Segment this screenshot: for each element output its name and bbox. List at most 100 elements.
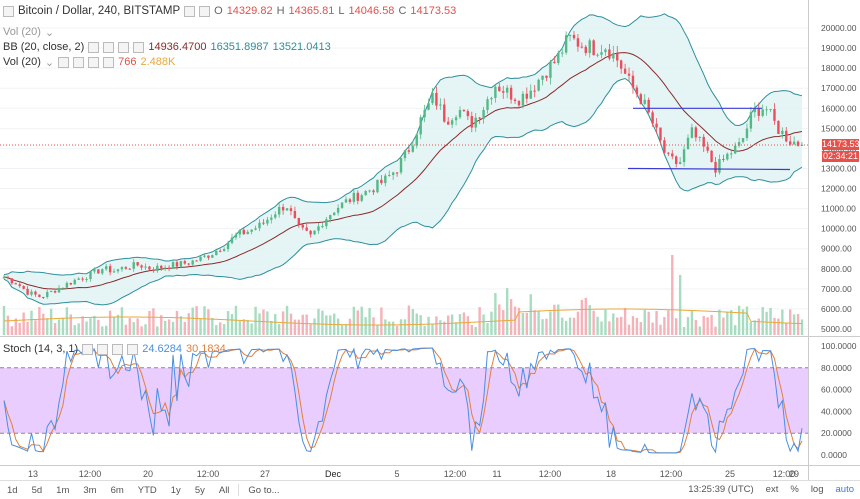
- volume-bar: [734, 325, 736, 335]
- hide-icon[interactable]: [199, 6, 210, 17]
- log-toggle[interactable]: log: [805, 484, 830, 495]
- volume-bar: [400, 319, 402, 335]
- volume-bar: [85, 321, 87, 335]
- range-1d[interactable]: 1d: [0, 485, 25, 496]
- candle-body: [581, 47, 583, 48]
- utc-clock[interactable]: 13:25:39 (UTC): [682, 484, 759, 495]
- volume-bar: [671, 255, 673, 335]
- candle-body: [746, 129, 748, 138]
- stoch-tick-label: 80.0000: [821, 363, 852, 373]
- vol-label[interactable]: Vol (20): [3, 56, 41, 68]
- close-icon[interactable]: [112, 344, 123, 355]
- candle-body: [482, 110, 484, 119]
- close-value: 14173.53: [410, 5, 456, 17]
- more-icon[interactable]: [133, 42, 144, 53]
- candle-body: [608, 49, 610, 58]
- percent-toggle[interactable]: %: [784, 484, 804, 495]
- candle-body: [317, 226, 319, 230]
- volume-bar: [243, 319, 245, 335]
- price-tick-label: 10000.00: [821, 224, 857, 234]
- candle-body: [589, 40, 591, 53]
- time-tick-label: 27: [260, 469, 270, 479]
- volume-bar: [616, 318, 618, 335]
- candle-body: [498, 87, 500, 91]
- candle-body: [19, 284, 21, 286]
- volume-bar: [58, 319, 60, 335]
- volume-bar: [569, 318, 571, 335]
- settings-icon[interactable]: [97, 344, 108, 355]
- candle-body: [592, 40, 594, 55]
- ext-toggle[interactable]: ext: [760, 484, 785, 495]
- volume-bar: [482, 315, 484, 335]
- countdown-tag: 02:34:21: [822, 151, 859, 162]
- price-tick-label: 13000.00: [821, 163, 857, 173]
- collapse-icon[interactable]: [3, 6, 14, 17]
- range-6m[interactable]: 6m: [104, 485, 131, 496]
- chevron-down-icon[interactable]: ⌄: [45, 56, 54, 69]
- candle-body: [585, 47, 587, 53]
- volume-bar: [628, 325, 630, 335]
- chevron-down-icon[interactable]: ⌄: [45, 26, 54, 39]
- range-1y[interactable]: 1y: [164, 485, 188, 496]
- range-ytd[interactable]: YTD: [131, 485, 164, 496]
- candle-body: [683, 149, 685, 162]
- candle-body: [207, 256, 209, 258]
- candle-body: [541, 76, 543, 80]
- goto-button[interactable]: Go to...: [241, 485, 286, 496]
- volume-bar: [113, 317, 115, 335]
- candle-body: [651, 112, 653, 123]
- eye-icon[interactable]: [88, 42, 99, 53]
- range-5y[interactable]: 5y: [188, 485, 212, 496]
- candle-body: [695, 127, 697, 137]
- settings-icon[interactable]: [103, 42, 114, 53]
- candle-body: [612, 53, 614, 58]
- eye-icon[interactable]: [82, 344, 93, 355]
- volume-bar: [148, 311, 150, 335]
- settings-icon[interactable]: [73, 57, 84, 68]
- volume-bar: [372, 317, 374, 335]
- candle-body: [105, 266, 107, 269]
- more-icon[interactable]: [127, 344, 138, 355]
- candle-body: [219, 251, 221, 252]
- price-tick-label: 20000.00: [821, 23, 857, 33]
- more-icon[interactable]: [103, 57, 114, 68]
- close-icon[interactable]: [88, 57, 99, 68]
- range-3m[interactable]: 3m: [76, 485, 103, 496]
- candle-body: [160, 266, 162, 268]
- range-all[interactable]: All: [212, 485, 237, 496]
- volume-bar: [451, 314, 453, 335]
- range-1m[interactable]: 1m: [49, 485, 76, 496]
- candle-body: [329, 215, 331, 219]
- volume-bar: [699, 326, 701, 335]
- candle-body: [121, 267, 123, 269]
- close-icon[interactable]: [118, 42, 129, 53]
- volume-bar: [168, 319, 170, 335]
- settings-icon[interactable]: [184, 6, 195, 17]
- auto-toggle[interactable]: auto: [830, 484, 860, 495]
- candle-body: [604, 49, 606, 52]
- volume-bar: [632, 316, 634, 335]
- price-tick-label: 8000.00: [821, 264, 852, 274]
- candle-body: [750, 112, 752, 128]
- eye-icon[interactable]: [58, 57, 69, 68]
- candle-body: [223, 249, 225, 251]
- stoch-label[interactable]: Stoch (14, 3, 1): [3, 343, 78, 355]
- volume-bar: [152, 308, 154, 335]
- candle-body: [337, 208, 339, 213]
- volume-bar: [298, 320, 300, 335]
- candle-body: [455, 117, 457, 120]
- candle-body: [74, 280, 76, 285]
- price-tick-label: 17000.00: [821, 83, 857, 93]
- volume-bar: [463, 312, 465, 335]
- candle-body: [419, 117, 421, 134]
- bb-label[interactable]: BB (20, close, 2): [3, 41, 84, 53]
- candle-body: [679, 162, 681, 164]
- range-5d[interactable]: 5d: [25, 485, 50, 496]
- candle-body: [46, 292, 48, 297]
- candle-body: [659, 128, 661, 141]
- candle-body: [565, 35, 567, 52]
- candle-body: [467, 111, 469, 116]
- vol-collapsed-label[interactable]: Vol (20): [3, 26, 41, 38]
- time-tick-label: 29: [789, 469, 799, 479]
